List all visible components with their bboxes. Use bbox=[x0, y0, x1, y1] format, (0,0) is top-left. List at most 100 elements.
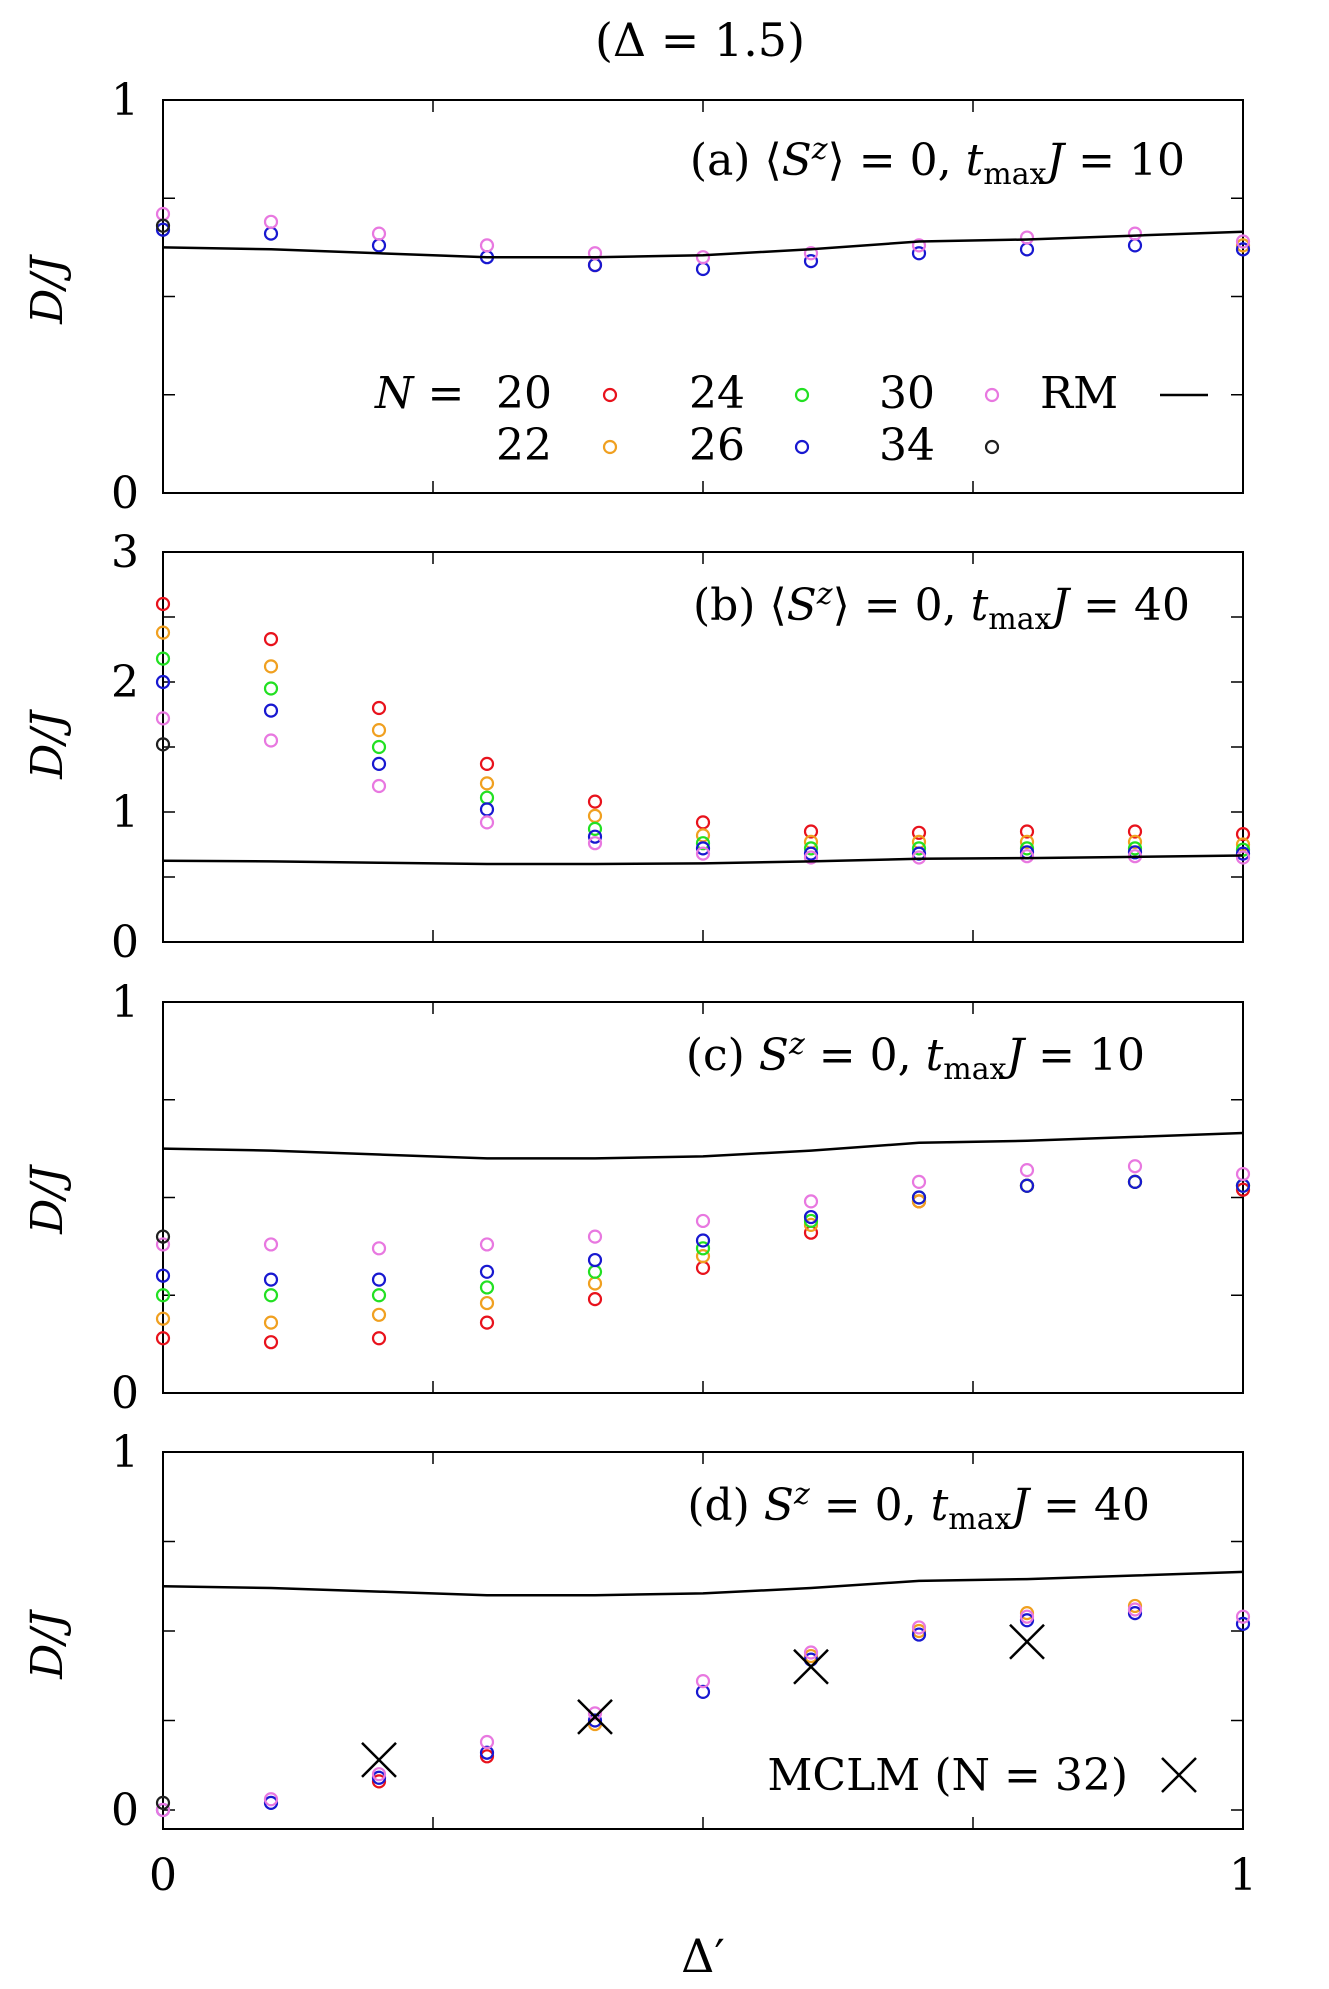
panel-b-point-n24-1 bbox=[263, 681, 279, 696]
panel-b-point-n20-0 bbox=[155, 596, 171, 612]
panel-c-ytick-label-0: 0 bbox=[111, 1368, 139, 1419]
legend-label-n20: 20 bbox=[496, 368, 552, 419]
panel-d-point-n26-4 bbox=[587, 1713, 603, 1728]
panel-b-point-n24-4 bbox=[587, 821, 603, 837]
panel-d-point-n30-10 bbox=[1235, 1609, 1251, 1624]
legend-marker-n34 bbox=[984, 439, 1000, 455]
panel-d-point-n30-0 bbox=[155, 1802, 171, 1818]
panel-c-point-n26-1 bbox=[263, 1272, 279, 1287]
panel-b-point-n22-1 bbox=[263, 659, 279, 674]
legend-marker-mclm bbox=[1161, 1757, 1197, 1793]
panel-b-point-n34-0 bbox=[155, 737, 171, 752]
panel-c-point-n26-3 bbox=[479, 1264, 495, 1279]
panel-c-point-n30-7 bbox=[911, 1174, 927, 1189]
panel-b-point-n24-6 bbox=[803, 841, 819, 856]
panel-a-point-n30-5 bbox=[695, 250, 711, 265]
panel-b-point-n26-4 bbox=[587, 829, 603, 844]
panel-b-point-n20-10 bbox=[1235, 826, 1251, 842]
figure-title: (Δ = 1.5) bbox=[595, 13, 805, 67]
panel-b-point-n24-3 bbox=[479, 790, 495, 805]
panel-a-point-n30-6 bbox=[803, 246, 819, 261]
panel-c-ytick-label-1: 1 bbox=[111, 977, 139, 1028]
panel-d-point-n30-6 bbox=[803, 1645, 819, 1660]
panel-a-point-n26-10 bbox=[1235, 242, 1251, 257]
panel-c-point-n26-7 bbox=[911, 1190, 927, 1205]
panel-b-ytick-label-0: 0 bbox=[111, 917, 139, 968]
panel-b-point-n30-6 bbox=[803, 850, 819, 865]
legend-label-n22: 22 bbox=[496, 420, 552, 471]
panel-a-ytick-label-0: 0 bbox=[111, 468, 139, 519]
panel-d-point-n26-10 bbox=[1235, 1616, 1251, 1631]
panel-a-point-n30-2 bbox=[371, 226, 387, 241]
panel-b-point-n26-10 bbox=[1235, 846, 1251, 861]
panel-b-point-n22-4 bbox=[587, 808, 603, 824]
panel-b-point-n22-9 bbox=[1127, 834, 1143, 850]
panel-c-point-n22-7 bbox=[911, 1194, 927, 1209]
panel-b-point-n20-9 bbox=[1127, 824, 1143, 839]
ylabel-panel-d: D/J bbox=[22, 1609, 73, 1680]
ylabel-panel-c: D/J bbox=[22, 1164, 73, 1235]
x-tick-label-1: 1 bbox=[1229, 1850, 1257, 1901]
panel-b-point-n30-0 bbox=[155, 711, 171, 726]
panel-a-point-n26-6 bbox=[803, 254, 819, 269]
panel-c-point-n30-9 bbox=[1127, 1159, 1143, 1174]
legend-marker-n30 bbox=[984, 387, 1000, 403]
panel-c-point-n26-2 bbox=[371, 1272, 387, 1287]
legend-label-n30: 30 bbox=[879, 368, 935, 419]
legend-mclm: MCLM (N = 32) bbox=[767, 1750, 1197, 1801]
panel-c-point-n22-5 bbox=[695, 1249, 711, 1264]
panel-b-point-n22-0 bbox=[155, 625, 171, 640]
legend-marker-n20 bbox=[602, 387, 618, 403]
panel-d-label: (d) Sz = 0, tmaxJ = 40 bbox=[687, 1477, 1150, 1537]
panel-b-point-n24-0 bbox=[155, 651, 171, 666]
panel-b-point-n24-7 bbox=[911, 841, 927, 856]
panel-b-point-n20-4 bbox=[587, 794, 603, 809]
panel-c-point-n22-1 bbox=[263, 1315, 279, 1330]
panel-b-label: (b) ⟨Sz⟩ = 0, tmaxJ = 40 bbox=[693, 577, 1190, 637]
panel-b-point-n30-3 bbox=[479, 815, 495, 830]
panel-b-point-n20-2 bbox=[371, 700, 387, 716]
panel-c-point-n30-4 bbox=[587, 1229, 603, 1244]
panel-a-point-n26-7 bbox=[911, 246, 927, 261]
legend-label-rm: RM bbox=[1040, 368, 1118, 419]
panel-a-label: (a) ⟨Sz⟩ = 0, tmaxJ = 10 bbox=[690, 132, 1185, 192]
panel-d-point-n30-9 bbox=[1127, 1602, 1143, 1617]
panel-b-point-n30-10 bbox=[1235, 850, 1251, 865]
panel-b-ytick-label-1: 1 bbox=[111, 787, 139, 838]
legend-label-n34: 34 bbox=[879, 420, 935, 471]
panel-c-point-n26-5 bbox=[695, 1233, 711, 1248]
panel-c-point-n22-0 bbox=[155, 1311, 171, 1326]
panel-c-point-n20-10 bbox=[1235, 1182, 1251, 1197]
panel-b-point-n20-6 bbox=[803, 824, 819, 839]
panel-b-point-n26-5 bbox=[695, 841, 711, 856]
panel-c-point-n30-6 bbox=[803, 1194, 819, 1209]
panel-d-point-n30-1 bbox=[263, 1792, 279, 1807]
panel-c-point-n30-8 bbox=[1019, 1163, 1035, 1178]
panel-c-point-n20-2 bbox=[371, 1331, 387, 1346]
panel-d-point-mclm-3 bbox=[1009, 1623, 1045, 1660]
panel-a-point-n30-8 bbox=[1019, 230, 1035, 245]
panel-c-point-n24-5 bbox=[695, 1241, 711, 1256]
panel-c-point-n34-0 bbox=[155, 1229, 171, 1244]
panel-b-point-n30-7 bbox=[911, 850, 927, 865]
panel-c-point-n22-3 bbox=[479, 1295, 495, 1311]
panel-c-point-n24-1 bbox=[263, 1288, 279, 1303]
panel-a-point-n26-1 bbox=[263, 226, 279, 241]
panel-b-point-n20-8 bbox=[1019, 824, 1035, 839]
panel-b-point-n30-8 bbox=[1019, 849, 1035, 864]
legend-marker-n22 bbox=[602, 439, 618, 455]
panel-c-point-n20-0 bbox=[155, 1331, 171, 1346]
panel-c-point-n22-6 bbox=[803, 1217, 819, 1232]
legend-label-n24: 24 bbox=[689, 368, 745, 419]
panel-c-point-n24-3 bbox=[479, 1280, 495, 1295]
panel-a-ytick-label-1: 1 bbox=[111, 75, 139, 126]
panel-a-point-n30-10 bbox=[1235, 234, 1251, 249]
panel-b-point-n24-2 bbox=[371, 739, 387, 755]
panel-c-point-n26-8 bbox=[1019, 1178, 1035, 1193]
ylabel-panel-a: D/J bbox=[22, 254, 73, 325]
ylabel-panel-b: D/J bbox=[22, 709, 73, 780]
x-axis-label: Δ′ bbox=[681, 1929, 725, 1983]
panel-b-point-n26-0 bbox=[155, 674, 171, 690]
panel-c-point-n20-1 bbox=[263, 1335, 279, 1350]
